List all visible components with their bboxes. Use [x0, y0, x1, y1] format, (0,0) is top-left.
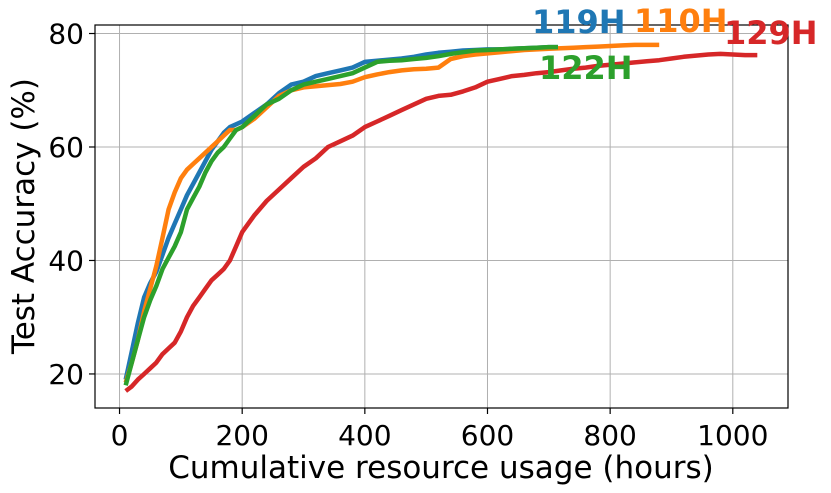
y-tick-label-1: 40 — [48, 244, 84, 277]
y-tick-label-2: 60 — [48, 131, 84, 164]
series-line-122h — [123, 44, 558, 386]
y-tick-label-0: 20 — [48, 358, 84, 391]
x-tick-label-0: 0 — [111, 419, 129, 452]
grid — [95, 25, 788, 408]
x-tick-label-3: 600 — [461, 419, 514, 452]
series-line-110h — [123, 42, 660, 384]
x-tick-label-5: 1000 — [697, 419, 768, 452]
x-tick-label-1: 200 — [215, 419, 268, 452]
y-tick-label-3: 80 — [48, 18, 84, 51]
series-label-122h: 122H — [539, 49, 633, 87]
plot-frame — [94, 24, 789, 409]
series-label-119h: 119H — [532, 3, 626, 41]
series-line-119h — [123, 44, 558, 381]
y-axis-label: Test Accuracy (%) — [6, 78, 42, 355]
series-label-129h: 129H — [724, 14, 818, 52]
series-label-110h: 110H — [634, 2, 728, 40]
y-axis-ticks: 20 40 60 80 — [48, 18, 95, 391]
series-line-129h — [124, 51, 758, 393]
x-tick-label-2: 400 — [338, 419, 391, 452]
x-axis-label: Cumulative resource usage (hours) — [168, 450, 713, 486]
x-axis-ticks: 0 200 400 600 800 1000 — [111, 408, 768, 452]
series-layer — [123, 42, 758, 393]
x-tick-label-4: 800 — [583, 419, 636, 452]
